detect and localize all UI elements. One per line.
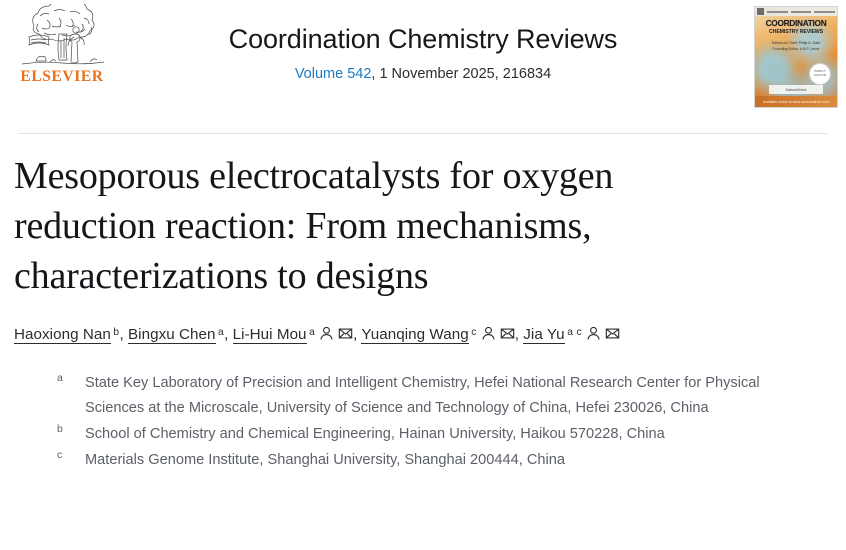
elsevier-tree-icon — [21, 4, 105, 65]
issue-meta: , 1 November 2025, 216834 — [371, 66, 552, 83]
author-separator: , — [514, 326, 524, 344]
affiliation-row: a State Key Laboratory of Precision and … — [57, 371, 804, 421]
author-link[interactable]: Jia Yu — [523, 326, 565, 345]
header-divider — [18, 133, 828, 134]
author-link[interactable]: Li-Hui Mou — [232, 326, 307, 345]
author-entry: Yuanqing Wang c — [361, 326, 515, 345]
cover-publisher-mark-icon — [757, 8, 764, 15]
author-entry: Jia Yu a c — [523, 326, 620, 345]
author-affiliation-marker: a — [218, 326, 225, 338]
author-profile-icon[interactable] — [586, 326, 601, 341]
cover-impact-badge: IMPACT FACTOR — [809, 63, 831, 85]
cover-editor-line-2: Founding Editor: A.B.P. Lever — [772, 46, 820, 51]
author-profile-icon[interactable] — [319, 326, 334, 341]
cover-title-line2: CHEMISTRY REVIEWS — [769, 28, 823, 35]
cover-footer-text: Available online at www.sciencedirect.co… — [755, 96, 837, 107]
affiliation-marker: b — [57, 424, 63, 436]
author-affiliation-marker: c — [471, 326, 477, 338]
author-affiliation-marker: a c — [567, 326, 582, 338]
article-title: Mesoporous electrocatalysts for oxygen r… — [14, 155, 614, 297]
affiliation-row: c Materials Genome Institute, Shanghai U… — [57, 448, 804, 473]
author-email-icon[interactable] — [605, 326, 620, 341]
cover-top-rule — [790, 10, 812, 13]
author-affiliation-marker: a — [309, 326, 316, 338]
author-email-icon[interactable] — [500, 326, 515, 341]
journal-issue-line: Volume 542, 1 November 2025, 216834 — [120, 66, 726, 82]
author-entry: Li-Hui Mou a — [232, 326, 354, 345]
cover-editor-line-1: Editors-in-Chief: Philip A. Gale — [771, 40, 821, 45]
cover-top-bar — [755, 7, 837, 16]
cover-sciencedirect-plate: ScienceDirect — [769, 85, 823, 94]
author-link[interactable]: Bingxu Chen — [127, 326, 216, 345]
author-email-icon[interactable] — [338, 326, 353, 341]
cover-top-rule — [814, 10, 836, 13]
elsevier-wordmark: ELSEVIER — [20, 68, 104, 85]
author-list: Haoxiong Nan b, Bingxu Chen a, Li-Hui Mou a… — [14, 323, 804, 347]
cover-top-rule — [767, 10, 788, 13]
volume-link[interactable]: Volume 542 — [294, 66, 372, 83]
page-header: ELSEVIER Coordination Chemistry Reviews … — [0, 0, 846, 134]
journal-header: Coordination Chemistry Reviews Volume 54… — [120, 24, 726, 82]
cover-editors: Editors-in-Chief: Philip A. Gale Foundin… — [755, 40, 837, 52]
author-affiliation-marker: b — [113, 326, 120, 338]
author-entry: Haoxiong Nan b — [14, 326, 120, 345]
author-entry: Bingxu Chen a — [127, 326, 225, 345]
affiliation-list: a State Key Laboratory of Precision and … — [57, 371, 804, 473]
affiliation-marker: a — [57, 372, 63, 384]
affiliation-marker: c — [57, 450, 63, 462]
author-separator: , — [353, 326, 362, 344]
author-profile-icon[interactable] — [481, 326, 496, 341]
author-separator: , — [119, 326, 128, 344]
author-link[interactable]: Yuanqing Wang — [361, 326, 469, 345]
affiliation-text: Materials Genome Institute, Shanghai Uni… — [85, 452, 565, 469]
affiliation-text: State Key Laboratory of Precision and In… — [85, 374, 760, 416]
article-block: Mesoporous electrocatalysts for oxygen r… — [14, 152, 804, 474]
journal-title: Coordination Chemistry Reviews — [228, 24, 618, 54]
author-link[interactable]: Haoxiong Nan — [14, 326, 111, 345]
author-separator: , — [224, 326, 233, 344]
affiliation-row: b School of Chemistry and Chemical Engin… — [57, 422, 804, 447]
journal-cover-thumbnail[interactable]: COORDINATION CHEMISTRY REVIEWS Editors-i… — [754, 6, 838, 108]
elsevier-logo[interactable]: ELSEVIER — [14, 4, 110, 96]
affiliation-text: School of Chemistry and Chemical Enginee… — [85, 426, 665, 443]
cover-title-line1: COORDINATION — [765, 18, 827, 28]
